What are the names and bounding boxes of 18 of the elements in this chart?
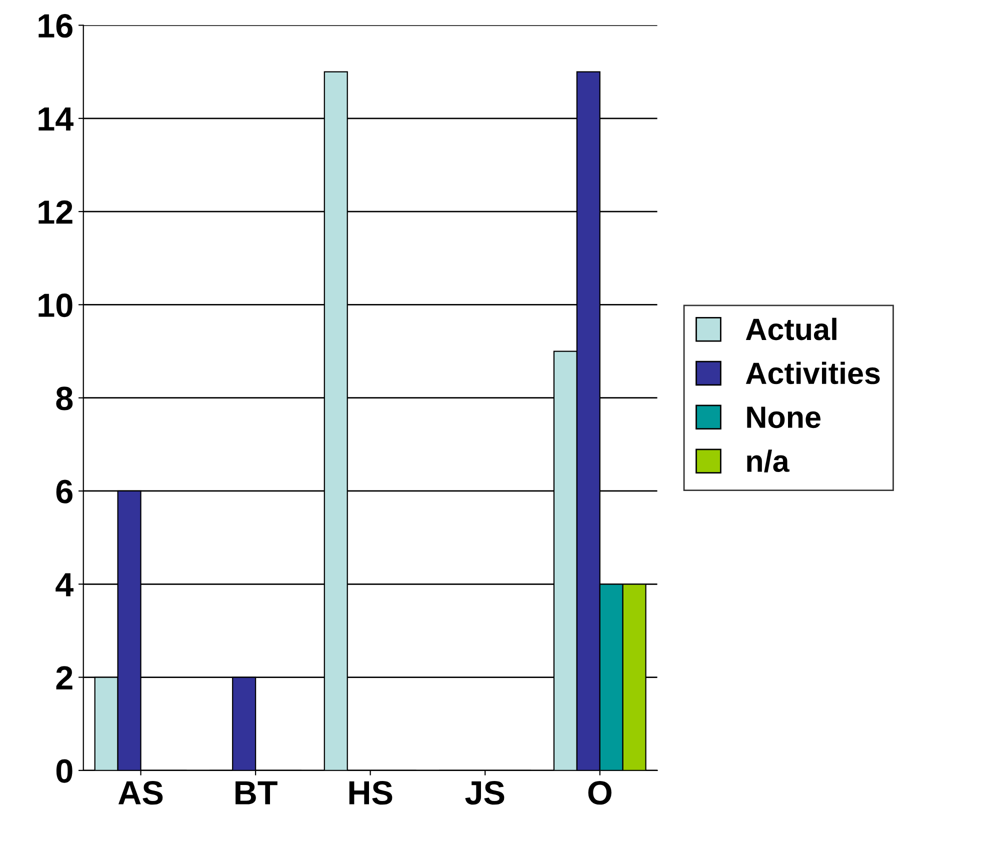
x-tick-label: BT bbox=[236, 781, 278, 804]
x-tick-label: HS bbox=[349, 781, 392, 805]
y-tick-label: 10 bbox=[38, 294, 72, 318]
legend-label: n/a bbox=[747, 450, 790, 472]
legend-label: Activities bbox=[746, 362, 880, 384]
y-tick-label: 12 bbox=[38, 200, 72, 224]
y-tick-label: 0 bbox=[56, 759, 72, 783]
x-tick-label: O bbox=[588, 781, 612, 805]
legend-label: None bbox=[747, 406, 820, 428]
x-tick-label: AS bbox=[118, 781, 163, 805]
y-tick-label: 6 bbox=[56, 480, 72, 504]
legend-label: Actual bbox=[746, 318, 836, 340]
y-tick-label: 16 bbox=[38, 14, 72, 38]
y-tick-label: 14 bbox=[38, 108, 74, 130]
y-tick-label: 2 bbox=[56, 666, 72, 690]
y-tick-label: 8 bbox=[56, 386, 73, 410]
x-tick-label: JS bbox=[465, 781, 504, 805]
y-tick-label: 4 bbox=[56, 573, 74, 596]
